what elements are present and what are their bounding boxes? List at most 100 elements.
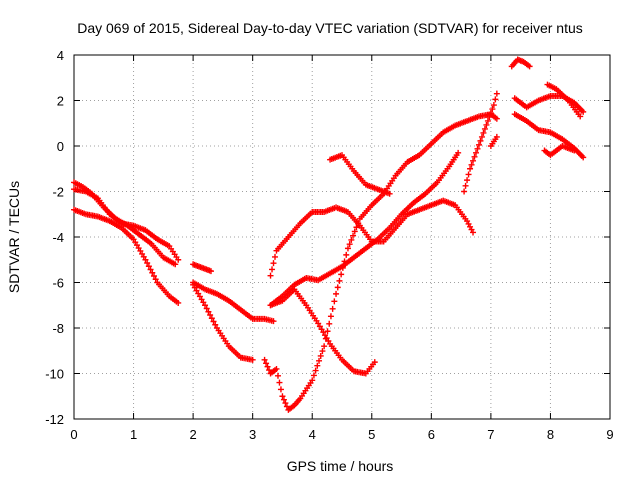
data-point (478, 133, 485, 140)
data-point (493, 115, 500, 122)
x-axis-label: GPS time / hours (287, 458, 394, 474)
data-point (274, 372, 281, 379)
data-point (202, 302, 209, 309)
data-point (467, 165, 474, 172)
data-point (348, 236, 355, 243)
data-point (490, 102, 497, 109)
data-point (316, 357, 323, 364)
data-markers (71, 56, 587, 413)
data-point (468, 161, 475, 168)
data-point (276, 379, 283, 386)
data-point (462, 182, 469, 189)
series-track-m (487, 133, 500, 149)
data-point (210, 318, 217, 325)
x-tick-label: 9 (606, 427, 613, 442)
data-point (465, 171, 472, 178)
series-track-p (511, 111, 587, 161)
data-point (147, 266, 154, 273)
series-track-k (327, 152, 393, 197)
data-point (207, 312, 214, 318)
data-point (310, 372, 317, 379)
data-point (207, 268, 214, 275)
data-point (280, 396, 287, 403)
x-tick-label: 3 (249, 427, 256, 442)
data-point (470, 157, 477, 164)
y-axis-label: SDTVAR / TECUs (6, 181, 22, 293)
data-point (526, 63, 533, 70)
data-point (249, 356, 256, 363)
series-track-e (190, 281, 256, 363)
data-point (493, 133, 500, 140)
y-tick-label: 0 (57, 139, 64, 154)
data-point (145, 263, 152, 270)
data-point (461, 188, 468, 195)
data-point (351, 228, 358, 235)
series-track-f (190, 279, 277, 325)
y-tick-label: -4 (52, 230, 64, 245)
data-point (172, 261, 179, 268)
data-point (277, 386, 284, 393)
data-point (273, 365, 280, 372)
data-point (336, 277, 343, 284)
data-point (324, 328, 331, 335)
data-point (353, 224, 360, 231)
data-point (344, 245, 351, 252)
data-point (580, 108, 587, 115)
data-point (492, 96, 499, 103)
data-point (489, 106, 496, 113)
data-point (263, 360, 270, 367)
data-point (267, 272, 274, 279)
data-point (149, 269, 156, 276)
data-point (470, 229, 477, 236)
y-tick-label: -2 (52, 185, 64, 200)
data-point (312, 367, 319, 374)
data-point (261, 356, 268, 363)
data-point (272, 253, 278, 260)
data-point (580, 154, 587, 161)
data-point (327, 313, 334, 320)
data-point (208, 315, 215, 322)
y-tick-label: -8 (52, 321, 64, 336)
x-tick-label: 2 (189, 427, 196, 442)
data-point (464, 177, 471, 184)
x-tick-label: 5 (368, 427, 375, 442)
x-tick-label: 4 (309, 427, 316, 442)
series-track-j (267, 149, 462, 309)
chart-title: Day 069 of 2015, Sidereal Day-to-day VTE… (77, 20, 583, 36)
data-point (486, 113, 493, 120)
data-point (475, 141, 482, 148)
data-point (333, 290, 340, 297)
data-point (270, 260, 277, 267)
data-point (152, 276, 159, 283)
data-point (455, 149, 462, 156)
data-point (205, 308, 212, 315)
data-point (477, 137, 484, 144)
x-tick-label: 7 (487, 427, 494, 442)
data-point (338, 271, 345, 278)
data-point (480, 129, 487, 136)
data-point (571, 147, 578, 154)
x-tick-label: 8 (547, 427, 554, 442)
data-point (350, 232, 357, 239)
series-track-l (461, 90, 500, 195)
data-point (279, 393, 286, 400)
series-track-i (267, 286, 378, 377)
data-point (481, 125, 488, 132)
data-point (142, 256, 149, 263)
data-point (474, 145, 481, 152)
data-point (309, 377, 316, 384)
data-point (487, 110, 494, 117)
data-point (203, 305, 210, 312)
data-point (264, 363, 271, 370)
data-point (371, 359, 378, 366)
data-point (326, 320, 333, 327)
data-point (212, 321, 219, 328)
series-track-n (508, 56, 533, 70)
data-point (175, 299, 182, 306)
data-point (329, 305, 336, 312)
axis-ticks: 0 1 2 3 4 5 6 7 8 9 -12 -10 -8 -6 -4 -2 0 2 4 (45, 48, 613, 442)
data-point (269, 266, 276, 273)
data-point (331, 298, 338, 305)
data-point (175, 256, 182, 263)
